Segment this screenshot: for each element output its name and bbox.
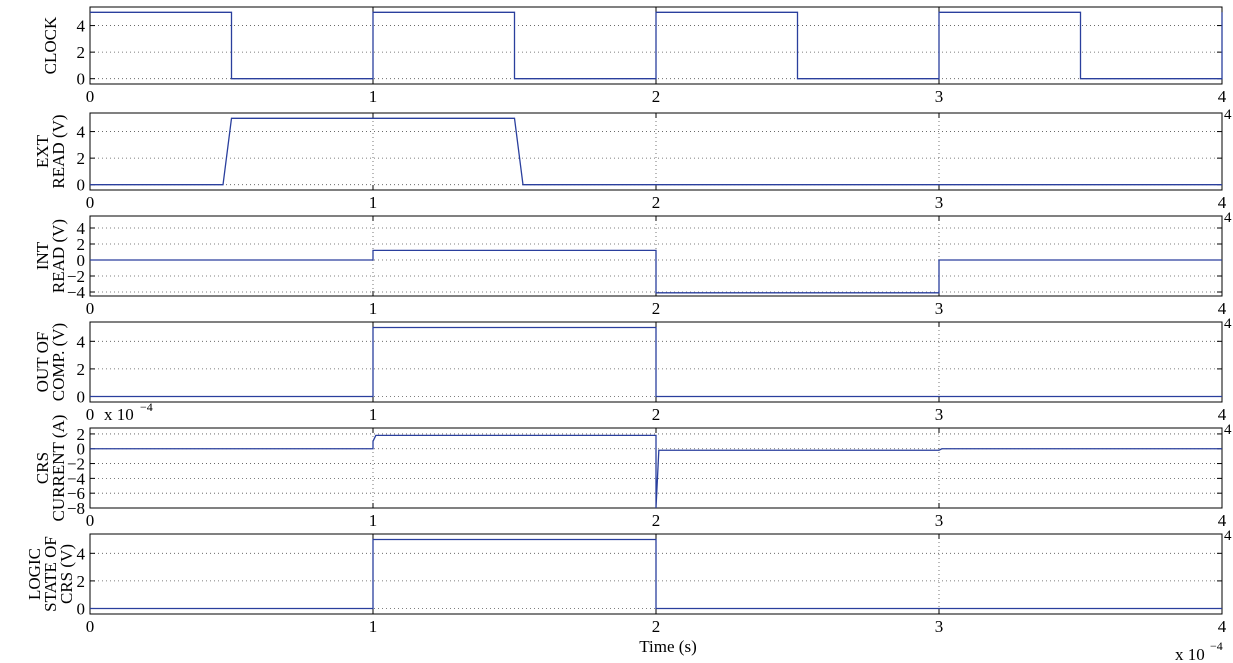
- axes-frame: [89, 321, 1223, 403]
- x-tick-label: 0: [86, 299, 95, 318]
- y-tick-label: −2: [67, 267, 85, 286]
- x-exponent-label: 4: [1224, 210, 1232, 226]
- x-multiplier-exponent: −4: [140, 400, 153, 414]
- x-tick-label: 0: [86, 193, 95, 212]
- x-tick-label: 2: [652, 617, 661, 636]
- y-axis-label: STATE OF: [41, 536, 60, 612]
- x-tick-label: 2: [652, 193, 661, 212]
- axes-frame: [89, 533, 1223, 615]
- x-exponent-label: 4: [1224, 316, 1232, 332]
- y-tick-label: 4: [77, 332, 86, 351]
- x-axis-label: Time (s): [639, 637, 696, 656]
- axes-frame: [89, 112, 1223, 191]
- y-tick-label: 4: [77, 17, 86, 36]
- x-tick-label: 3: [935, 511, 944, 530]
- x-tick-label: 0: [86, 617, 95, 636]
- y-tick-label: 0: [77, 599, 86, 618]
- y-tick-label: 2: [77, 149, 86, 168]
- x-multiplier-exponent: −4: [1210, 639, 1223, 653]
- x-tick-label: 1: [369, 299, 378, 318]
- y-axis-label: EXT: [33, 134, 52, 168]
- y-axis-label: CRS (V): [57, 544, 76, 604]
- y-axis-label: READ (V): [49, 114, 68, 188]
- x-tick-label: 4: [1218, 193, 1227, 212]
- x-tick-label: 1: [369, 87, 378, 106]
- x-tick-label: 0: [86, 405, 95, 424]
- y-axis-label: COMP. (V): [49, 323, 68, 401]
- x-tick-label: 4: [1218, 511, 1227, 530]
- y-tick-label: −4: [67, 469, 86, 488]
- panel-1: 0 2 4 0 1 2 3 4 CLOCK: [41, 6, 1227, 106]
- y-tick-label: 4: [77, 123, 86, 142]
- x-tick-label: 0: [86, 87, 95, 106]
- x-tick-label: 3: [935, 87, 944, 106]
- y-tick-label: 2: [77, 572, 86, 591]
- y-tick-label: 0: [77, 387, 86, 406]
- x-tick-label: 2: [652, 511, 661, 530]
- y-tick-label: 2: [77, 425, 86, 444]
- x-tick-label: 1: [369, 193, 378, 212]
- x-tick-label: 0: [86, 511, 95, 530]
- y-tick-label: −6: [67, 484, 85, 503]
- y-axis-label: CLOCK: [41, 16, 60, 74]
- x-tick-label: 3: [935, 299, 944, 318]
- x-exponent-label: 4: [1224, 528, 1232, 544]
- x-tick-label: 3: [935, 193, 944, 212]
- x-tick-label: 4: [1218, 405, 1227, 424]
- x-tick-label: 1: [369, 511, 378, 530]
- x-exponent-label: 4: [1224, 422, 1232, 438]
- y-tick-label: −2: [67, 455, 85, 474]
- x-tick-label: 2: [652, 299, 661, 318]
- x-tick-label: 2: [652, 405, 661, 424]
- x-exponent-label: 4: [1224, 107, 1232, 123]
- signal-trace: [90, 326, 1222, 398]
- y-axis-label: CRS: [33, 452, 52, 484]
- y-tick-label: 2: [77, 360, 86, 379]
- x-tick-label: 4: [1218, 87, 1227, 106]
- signal-trace: [90, 249, 1222, 294]
- x-tick-label: 1: [369, 405, 378, 424]
- x-tick-label: 3: [935, 405, 944, 424]
- x-multiplier-label: x 10: [1175, 645, 1205, 663]
- y-tick-label: 0: [77, 176, 86, 195]
- x-tick-label: 1: [369, 617, 378, 636]
- x-tick-label: 3: [935, 617, 944, 636]
- x-tick-label: 4: [1218, 299, 1227, 318]
- y-tick-label: −8: [67, 499, 85, 518]
- x-multiplier-label: x 10: [104, 405, 134, 424]
- y-tick-label: −4: [67, 283, 86, 302]
- y-tick-label: 2: [77, 43, 86, 62]
- y-tick-label: 0: [77, 251, 86, 270]
- axes-frame: [89, 215, 1223, 297]
- signal-trace: [90, 434, 1222, 509]
- y-tick-label: 0: [77, 440, 86, 459]
- y-tick-label: 0: [77, 70, 86, 89]
- y-axis-label: READ (V): [49, 219, 68, 293]
- y-tick-label: 2: [77, 235, 86, 254]
- x-tick-label: 4: [1218, 617, 1227, 636]
- signal-trace: [90, 538, 1222, 610]
- y-axis-label: OUT OF: [33, 332, 52, 393]
- y-axis-label: CURRENT (A): [49, 415, 68, 522]
- signal-trace: [90, 117, 1222, 186]
- y-tick-label: 4: [77, 544, 86, 563]
- signal-trace: [90, 11, 1223, 80]
- y-axis-label: LOGIC: [25, 548, 44, 600]
- x-tick-label: 2: [652, 87, 661, 106]
- y-tick-label: 4: [77, 219, 86, 238]
- y-axis-label: INT: [33, 241, 52, 270]
